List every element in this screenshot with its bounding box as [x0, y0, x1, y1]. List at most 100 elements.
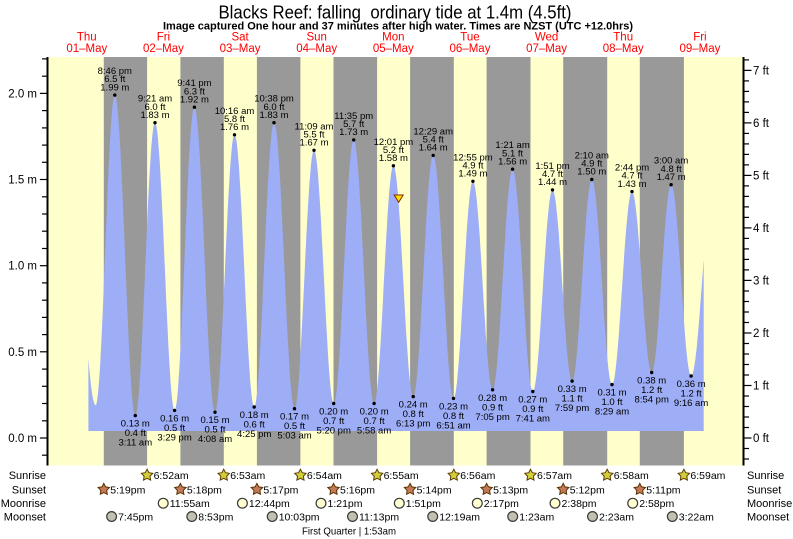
svg-text:04–May: 04–May [296, 43, 337, 55]
svg-text:06–May: 06–May [450, 43, 491, 55]
svg-text:11:13pm: 11:13pm [359, 512, 399, 524]
svg-text:8:46 pm: 8:46 pm [98, 66, 132, 77]
svg-text:0.5 m: 0.5 m [8, 347, 37, 359]
svg-text:12:44pm: 12:44pm [249, 498, 290, 510]
svg-text:0.28 m: 0.28 m [478, 393, 507, 404]
svg-text:1.76 m: 1.76 m [220, 122, 249, 133]
svg-text:0.9 ft: 0.9 ft [482, 402, 503, 413]
svg-text:11:35 pm: 11:35 pm [334, 111, 373, 122]
svg-text:2:17pm: 2:17pm [484, 498, 519, 510]
svg-text:0.36 m: 0.36 m [677, 379, 706, 390]
svg-text:Moonrise: Moonrise [747, 498, 792, 510]
svg-text:05–May: 05–May [373, 43, 414, 55]
svg-text:Moonset: Moonset [747, 512, 789, 524]
svg-text:4:08 am: 4:08 am [198, 434, 232, 445]
svg-text:3:00 am: 3:00 am [654, 156, 688, 167]
svg-text:Moonrise: Moonrise [1, 498, 46, 510]
svg-text:1.49 m: 1.49 m [458, 169, 487, 180]
svg-text:6:59am: 6:59am [690, 470, 725, 482]
svg-text:6:53am: 6:53am [230, 470, 265, 482]
svg-text:0.5 ft: 0.5 ft [204, 425, 225, 436]
svg-text:Thu: Thu [77, 32, 97, 44]
svg-text:Moonset: Moonset [4, 512, 46, 524]
svg-text:12:55 pm: 12:55 pm [453, 152, 493, 163]
svg-text:5:13pm: 5:13pm [493, 484, 528, 496]
svg-text:5.2 ft: 5.2 ft [383, 145, 404, 156]
svg-text:5:14pm: 5:14pm [417, 484, 452, 496]
svg-text:2:10 am: 2:10 am [575, 151, 609, 162]
svg-text:First Quarter | 1:53am: First Quarter | 1:53am [302, 526, 396, 538]
svg-text:6.0 ft: 6.0 ft [263, 102, 284, 113]
svg-text:Thu: Thu [613, 32, 633, 44]
svg-text:Fri: Fri [157, 32, 170, 44]
svg-text:9:41 pm: 9:41 pm [177, 78, 211, 89]
svg-text:1.64 m: 1.64 m [419, 143, 448, 154]
svg-text:Image captured One hour and 37: Image captured One hour and 37 minutes a… [163, 21, 633, 33]
svg-text:0.23 m: 0.23 m [439, 401, 468, 412]
svg-text:1.2 ft: 1.2 ft [641, 385, 662, 396]
svg-text:10:16 am: 10:16 am [215, 106, 255, 117]
svg-text:1.47 m: 1.47 m [657, 172, 686, 183]
svg-text:07–May: 07–May [526, 43, 567, 55]
svg-text:5:18pm: 5:18pm [187, 484, 222, 496]
svg-text:5.5 ft: 5.5 ft [303, 129, 324, 140]
svg-text:01–May: 01–May [66, 43, 107, 55]
svg-text:3:11 am: 3:11 am [118, 438, 152, 449]
svg-text:11:55am: 11:55am [170, 498, 210, 510]
svg-text:0.20 m: 0.20 m [360, 407, 389, 418]
svg-text:5:17pm: 5:17pm [263, 484, 298, 496]
svg-text:0.27 m: 0.27 m [518, 395, 547, 406]
svg-text:6:57am: 6:57am [537, 470, 572, 482]
svg-text:5:11pm: 5:11pm [646, 484, 680, 496]
svg-text:1.83 m: 1.83 m [259, 110, 288, 121]
svg-text:0.5 ft: 0.5 ft [164, 423, 185, 434]
svg-text:4 ft: 4 ft [753, 223, 770, 235]
svg-text:0.17 m: 0.17 m [280, 412, 309, 423]
svg-text:1.50 m: 1.50 m [577, 167, 606, 178]
svg-text:0.15 m: 0.15 m [200, 415, 229, 426]
svg-text:12:19am: 12:19am [439, 512, 480, 524]
svg-text:0.38 m: 0.38 m [637, 376, 666, 387]
svg-text:Sunset: Sunset [747, 484, 781, 496]
svg-text:0.7 ft: 0.7 ft [323, 416, 344, 427]
svg-text:1.2 ft: 1.2 ft [681, 389, 702, 400]
svg-text:2:58pm: 2:58pm [639, 498, 674, 510]
svg-text:5.1 ft: 5.1 ft [502, 148, 523, 159]
svg-text:7 ft: 7 ft [753, 65, 770, 77]
svg-text:Sunset: Sunset [12, 484, 46, 496]
svg-text:0.8 ft: 0.8 ft [403, 409, 424, 420]
svg-text:2:44 pm: 2:44 pm [615, 163, 649, 174]
svg-text:5.8 ft: 5.8 ft [224, 114, 245, 125]
svg-text:1.58 m: 1.58 m [379, 153, 408, 164]
svg-text:3:29 pm: 3:29 pm [157, 432, 191, 443]
svg-text:5.4 ft: 5.4 ft [423, 135, 444, 146]
svg-text:4.7 ft: 4.7 ft [542, 169, 563, 180]
svg-text:0.18 m: 0.18 m [240, 410, 269, 421]
svg-text:4.9 ft: 4.9 ft [462, 160, 483, 171]
svg-text:0.33 m: 0.33 m [558, 384, 587, 395]
svg-text:4.7 ft: 4.7 ft [621, 171, 642, 182]
svg-text:5 ft: 5 ft [753, 170, 770, 182]
svg-text:6 ft: 6 ft [753, 118, 770, 130]
svg-text:9:16 am: 9:16 am [674, 398, 708, 409]
svg-text:6:55am: 6:55am [384, 470, 419, 482]
svg-text:1:51pm: 1:51pm [406, 498, 441, 510]
svg-text:6:56am: 6:56am [460, 470, 495, 482]
svg-text:6:58am: 6:58am [614, 470, 649, 482]
svg-text:1.1 ft: 1.1 ft [562, 394, 583, 405]
svg-text:0 ft: 0 ft [753, 433, 770, 445]
svg-text:1.0 m: 1.0 m [8, 261, 37, 273]
svg-text:7:05 pm: 7:05 pm [475, 412, 509, 423]
svg-text:Sat: Sat [231, 32, 249, 44]
svg-text:1:23am: 1:23am [519, 512, 554, 524]
svg-text:Blacks Reef: falling ordinary: Blacks Reef: falling ordinary tide at 1.… [219, 1, 572, 22]
svg-text:Fri: Fri [693, 32, 706, 44]
svg-text:3:22am: 3:22am [679, 512, 714, 524]
svg-text:02–May: 02–May [143, 43, 184, 55]
svg-text:03–May: 03–May [220, 43, 261, 55]
svg-text:6.3 ft: 6.3 ft [184, 86, 205, 97]
svg-text:2 ft: 2 ft [753, 328, 770, 340]
svg-text:7:45pm: 7:45pm [118, 512, 153, 524]
svg-text:0.16 m: 0.16 m [160, 413, 189, 424]
svg-text:5:19pm: 5:19pm [110, 484, 145, 496]
